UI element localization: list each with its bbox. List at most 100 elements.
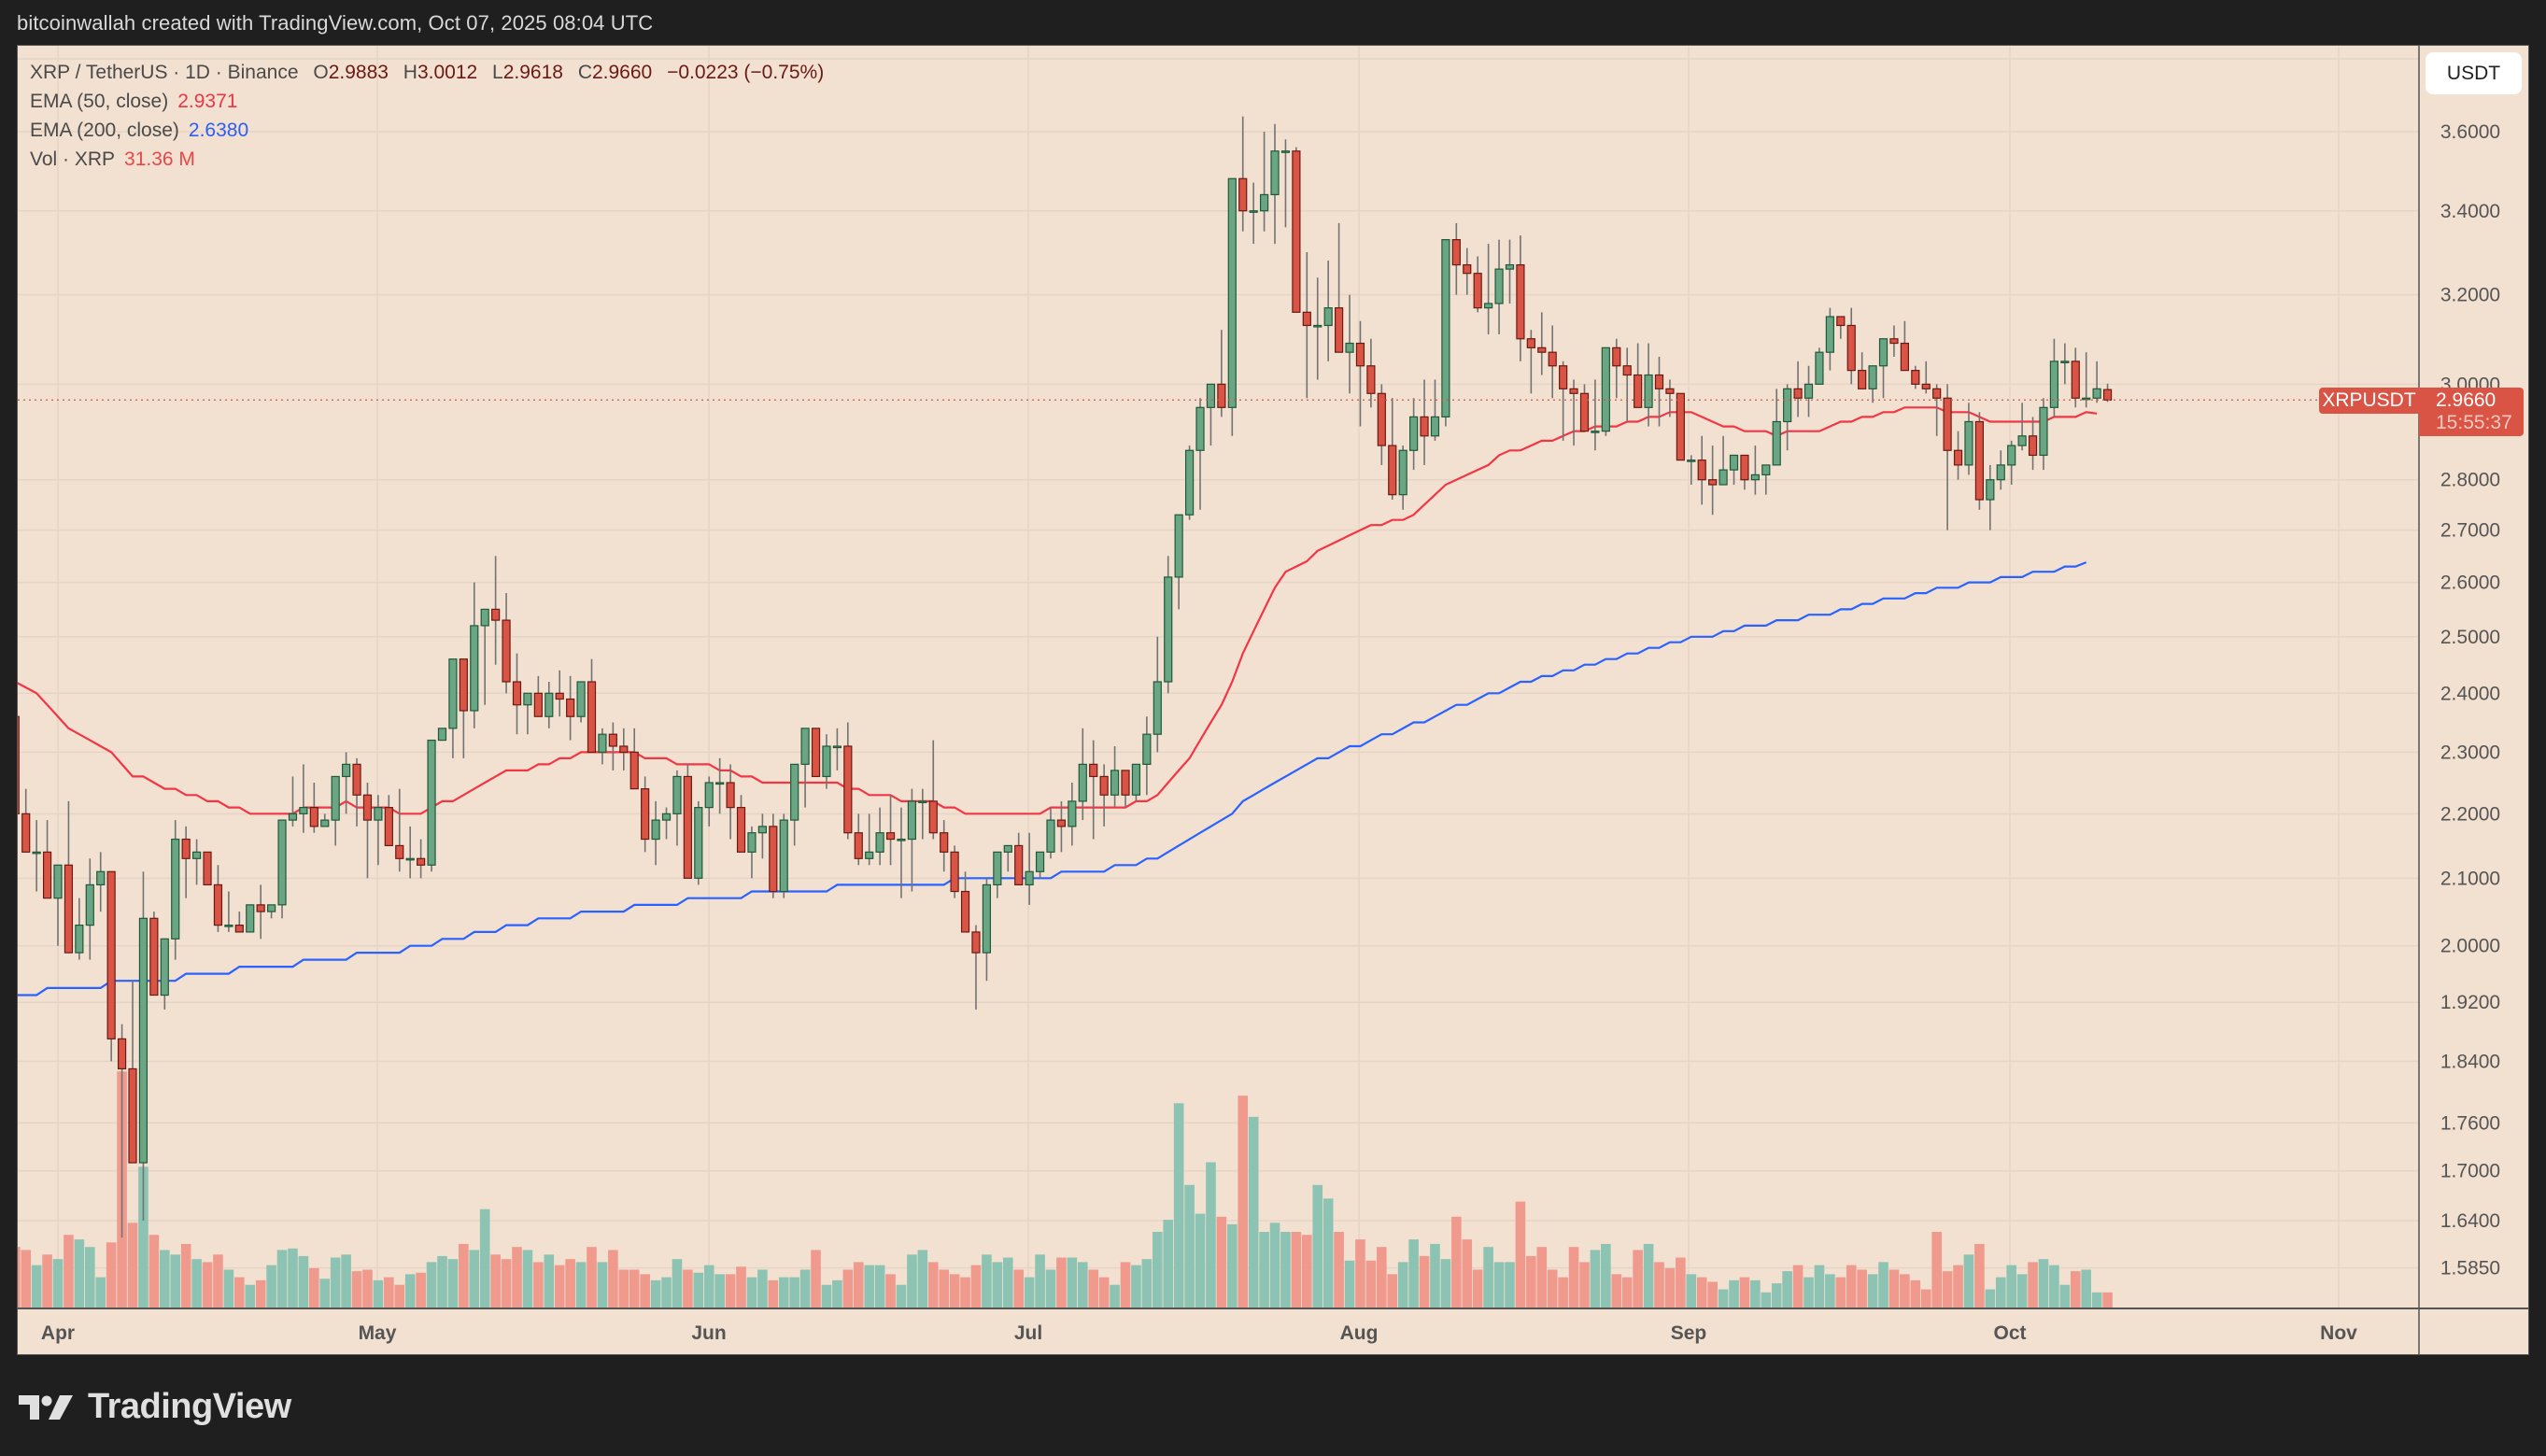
candle[interactable] (21, 788, 31, 853)
candle[interactable] (1078, 728, 1087, 821)
candle[interactable] (1676, 392, 1685, 461)
candle[interactable] (1644, 343, 1653, 427)
candle[interactable] (598, 728, 607, 765)
candle[interactable] (1238, 116, 1248, 232)
candle[interactable] (769, 813, 778, 898)
candle[interactable] (138, 871, 149, 1221)
symbol-label[interactable]: XRP / TetherUS · 1D · Binance (30, 62, 299, 83)
candle[interactable] (533, 675, 543, 717)
candle[interactable] (480, 608, 489, 705)
chart-panel[interactable] (17, 45, 2529, 1355)
candle[interactable] (128, 981, 137, 1164)
candle[interactable] (1943, 384, 1952, 530)
tradingview-logo[interactable]: TradingView (19, 1387, 291, 1427)
candle[interactable] (1217, 330, 1226, 417)
candle[interactable] (1601, 346, 1610, 436)
candle[interactable] (352, 757, 361, 827)
candle[interactable] (1153, 636, 1162, 753)
candle[interactable] (448, 658, 458, 758)
candle[interactable] (1622, 347, 1632, 422)
candle[interactable] (1569, 379, 1578, 446)
candle[interactable] (757, 813, 767, 859)
candle[interactable] (694, 800, 703, 885)
time-axis[interactable]: Apr May Jun Jul Aug Sep Oct Nov (41, 1322, 2357, 1344)
candle[interactable] (2007, 440, 2016, 486)
candle[interactable] (1846, 307, 1856, 385)
candle[interactable] (1014, 832, 1024, 886)
candle[interactable] (106, 870, 116, 1062)
candle[interactable] (545, 681, 554, 728)
candle[interactable] (427, 739, 436, 872)
candle[interactable] (1921, 360, 1931, 394)
candle[interactable] (1142, 716, 1152, 796)
currency-button[interactable]: USDT (2426, 52, 2522, 94)
candle[interactable] (277, 819, 287, 919)
candle[interactable] (2049, 338, 2059, 417)
candle[interactable] (362, 783, 373, 879)
candle[interactable] (1206, 383, 1216, 446)
candle[interactable] (843, 722, 853, 840)
candle[interactable] (576, 681, 586, 723)
candle[interactable] (950, 845, 959, 898)
candle[interactable] (2060, 343, 2070, 385)
candle[interactable] (11, 705, 20, 814)
candle[interactable] (736, 795, 746, 853)
candle[interactable] (1697, 435, 1706, 505)
candle[interactable] (1270, 123, 1280, 245)
candle[interactable] (1964, 403, 1973, 475)
candle[interactable] (1634, 343, 1643, 408)
candle[interactable] (459, 658, 468, 758)
candle[interactable] (85, 858, 94, 960)
candle[interactable] (1409, 398, 1419, 471)
candle[interactable] (2092, 360, 2101, 403)
candle[interactable] (875, 807, 884, 866)
candle[interactable] (523, 692, 532, 735)
candle[interactable] (661, 807, 672, 840)
candle[interactable] (2017, 403, 2027, 451)
candle[interactable] (1292, 147, 1301, 313)
candle[interactable] (64, 800, 74, 954)
candle[interactable] (1772, 389, 1781, 466)
candle[interactable] (1740, 454, 1749, 490)
candle[interactable] (629, 728, 639, 790)
candle[interactable] (1559, 360, 1568, 441)
candle[interactable] (1398, 445, 1407, 510)
candle[interactable] (1815, 347, 1824, 385)
legend-ema200-row[interactable]: EMA (200, close) 2.6380 (30, 116, 824, 145)
candle[interactable] (395, 788, 404, 872)
candle[interactable] (1654, 357, 1664, 427)
candle[interactable] (1612, 338, 1621, 399)
candle[interactable] (897, 807, 906, 898)
candle[interactable] (267, 904, 276, 919)
candle[interactable] (1068, 783, 1077, 846)
candle[interactable] (1003, 844, 1012, 872)
candle[interactable] (1388, 398, 1397, 501)
candle[interactable] (1494, 239, 1504, 334)
candle[interactable] (1889, 325, 1899, 358)
candle[interactable] (96, 852, 106, 912)
candle[interactable] (683, 764, 692, 879)
candle[interactable] (1249, 182, 1258, 245)
candle[interactable] (865, 813, 874, 866)
candle[interactable] (1025, 832, 1034, 905)
candle[interactable] (331, 775, 340, 846)
candle[interactable] (512, 653, 522, 735)
candle[interactable] (417, 839, 426, 879)
candle[interactable] (234, 912, 244, 933)
candle[interactable] (1089, 740, 1098, 840)
candle[interactable] (374, 795, 383, 866)
candle[interactable] (1953, 431, 1963, 480)
candle[interactable] (160, 938, 169, 1010)
candle[interactable] (619, 728, 629, 770)
candle[interactable] (747, 826, 757, 879)
candle[interactable] (1911, 365, 1920, 389)
candle[interactable] (1974, 412, 1984, 510)
candle[interactable] (1761, 464, 1771, 495)
candle[interactable] (608, 722, 617, 770)
candle[interactable] (75, 898, 84, 960)
candle[interactable] (1345, 294, 1354, 394)
candle[interactable] (1505, 239, 1515, 304)
candle[interactable] (53, 864, 63, 946)
candle[interactable] (1783, 384, 1792, 451)
candle[interactable] (437, 728, 447, 742)
